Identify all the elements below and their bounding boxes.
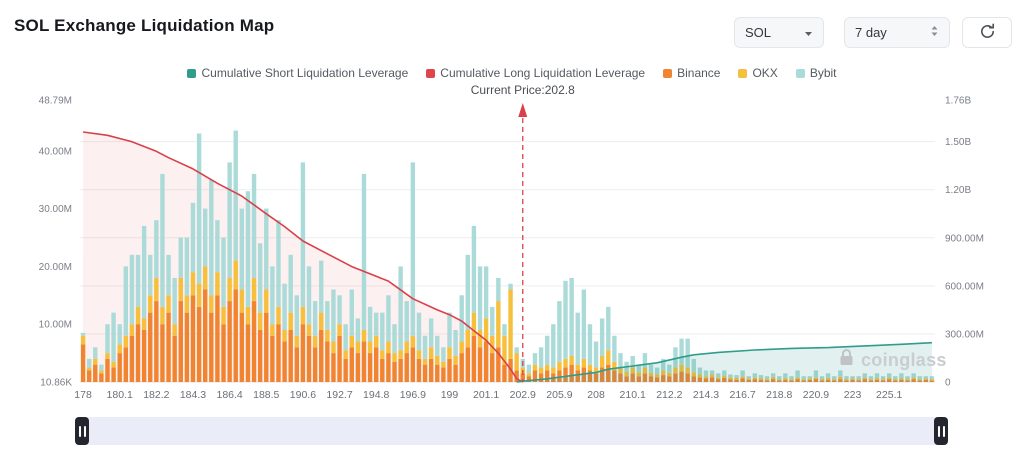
svg-text:186.4: 186.4 xyxy=(216,389,242,401)
current-price-arrow-icon xyxy=(518,103,528,117)
svg-text:184.3: 184.3 xyxy=(180,389,206,401)
legend-label-long: Cumulative Long Liquidation Leverage xyxy=(440,66,646,80)
svg-text:196.9: 196.9 xyxy=(400,389,426,401)
svg-text:1.50B: 1.50B xyxy=(945,137,971,148)
svg-text:216.7: 216.7 xyxy=(729,389,755,401)
svg-text:218.8: 218.8 xyxy=(766,389,792,401)
svg-text:48.79M: 48.79M xyxy=(39,96,72,107)
legend-item-cumulative-long[interactable]: Cumulative Long Liquidation Leverage xyxy=(426,66,645,80)
short-liquidation-area xyxy=(516,342,932,382)
svg-text:20.00M: 20.00M xyxy=(39,262,72,273)
refresh-icon xyxy=(979,23,996,43)
chart-legend: Cumulative Short Liquidation Leverage Cu… xyxy=(0,66,1024,80)
legend-item-okx[interactable]: OKX xyxy=(738,66,778,80)
svg-text:600.00M: 600.00M xyxy=(945,281,984,292)
svg-text:223: 223 xyxy=(844,389,862,401)
svg-text:190.6: 190.6 xyxy=(290,389,316,401)
refresh-button[interactable] xyxy=(962,17,1012,48)
svg-text:214.3: 214.3 xyxy=(693,389,719,401)
svg-text:201.1: 201.1 xyxy=(473,389,499,401)
legend-label-bybit: Bybit xyxy=(809,66,837,80)
legend-item-binance[interactable]: Binance xyxy=(663,66,720,80)
legend-swatch-bybit xyxy=(795,68,805,78)
legend-label-binance: Binance xyxy=(677,66,721,80)
liquidation-map-chart: 48.79M 40.00M 30.00M 20.00M 10.00M 10.86K 1.76… xyxy=(39,96,984,402)
legend-swatch-binance xyxy=(663,68,673,78)
legend-label-short: Cumulative Short Liquidation Leverage xyxy=(201,66,409,80)
svg-text:182.2: 182.2 xyxy=(143,389,169,401)
coinglass-watermark: coinglass xyxy=(838,348,947,372)
svg-text:202.9: 202.9 xyxy=(510,389,536,401)
range-select-value: 7 day xyxy=(855,25,887,40)
svg-text:220.9: 220.9 xyxy=(803,389,829,401)
legend-swatch-long xyxy=(426,68,436,78)
svg-text:30.00M: 30.00M xyxy=(39,204,72,215)
svg-text:0: 0 xyxy=(945,378,951,389)
legend-item-cumulative-short[interactable]: Cumulative Short Liquidation Leverage xyxy=(187,66,408,80)
long-liquidation-line xyxy=(82,131,524,383)
range-select[interactable]: 7 day xyxy=(844,17,950,48)
short-liquidation-line xyxy=(516,341,932,383)
svg-text:1.76B: 1.76B xyxy=(945,96,971,107)
legend-label-okx: OKX xyxy=(752,66,778,80)
chevron-updown-icon xyxy=(930,25,939,40)
svg-text:1.20B: 1.20B xyxy=(945,185,971,196)
svg-text:188.5: 188.5 xyxy=(253,389,279,401)
watermark-text: coinglass xyxy=(861,349,947,370)
symbol-select-value: SOL xyxy=(745,25,772,40)
symbol-select[interactable]: SOL xyxy=(734,17,824,48)
svg-text:10.00M: 10.00M xyxy=(39,320,72,331)
page-title: SOL Exchange Liquidation Map xyxy=(14,16,275,35)
axis-labels: 48.79M 40.00M 30.00M 20.00M 10.00M 10.86K 1.76… xyxy=(39,96,984,402)
lock-icon xyxy=(838,348,855,372)
current-price-label: Current Price:202.8 xyxy=(470,83,575,97)
datazoom-track[interactable] xyxy=(75,417,948,445)
svg-text:180.1: 180.1 xyxy=(107,389,133,401)
svg-text:208: 208 xyxy=(587,389,605,401)
svg-text:900.00M: 900.00M xyxy=(945,233,984,244)
chevron-down-icon xyxy=(804,25,813,40)
datazoom-left-handle[interactable] xyxy=(75,417,89,445)
svg-text:205.9: 205.9 xyxy=(546,389,572,401)
svg-text:10.86K: 10.86K xyxy=(40,377,72,388)
datazoom-right-handle[interactable] xyxy=(934,417,948,445)
svg-text:212.2: 212.2 xyxy=(656,389,682,401)
legend-item-bybit[interactable]: Bybit xyxy=(795,66,837,80)
svg-text:225.1: 225.1 xyxy=(876,389,902,401)
svg-text:194.8: 194.8 xyxy=(363,389,389,401)
svg-text:40.00M: 40.00M xyxy=(39,146,72,157)
svg-text:178: 178 xyxy=(74,389,92,401)
svg-text:210.1: 210.1 xyxy=(620,389,646,401)
svg-text:300.00M: 300.00M xyxy=(945,329,984,340)
legend-swatch-okx xyxy=(738,68,748,78)
legend-swatch-short xyxy=(187,68,197,78)
svg-text:192.7: 192.7 xyxy=(326,389,352,401)
svg-text:199: 199 xyxy=(441,389,459,401)
